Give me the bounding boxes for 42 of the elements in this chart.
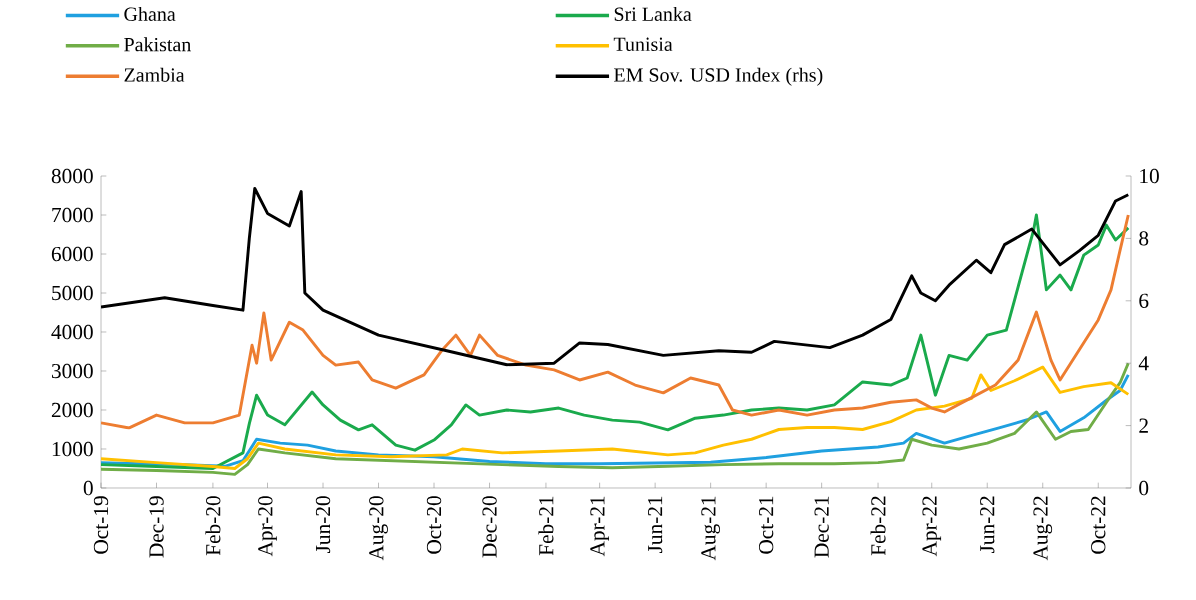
y-tick-label: 4000	[51, 324, 93, 340]
y2-tick-label: 10	[1140, 168, 1159, 184]
y-tick-label: 2000	[51, 402, 93, 418]
x-tick-label: Oct-19	[93, 496, 109, 554]
legend-label: EM Sov. USD Index (rhs)	[614, 67, 823, 86]
x-tick-label: Dec-19	[149, 496, 164, 558]
x-tick-label: Aug-21	[701, 496, 720, 561]
x-tick-label: Aug-20	[369, 496, 388, 561]
y-tick-label: 6000	[51, 246, 93, 262]
x-tick-label: Apr-20	[258, 496, 277, 557]
y-tick-label: 1000	[52, 441, 93, 457]
y2-tick-label: 4	[1138, 356, 1149, 371]
x-tick-label: Apr-22	[922, 496, 942, 557]
line-series	[101, 187, 1130, 367]
y-tick-label: 7000	[52, 207, 93, 223]
legend-label: Sri Lanka	[614, 6, 692, 21]
x-tick-label: Aug-22	[1033, 496, 1053, 561]
y-tick-label: 0	[83, 480, 93, 496]
x-tick-label: Dec-20	[482, 496, 497, 558]
legend-label: Tunisia	[613, 37, 673, 52]
x-tick-label: Jun-20	[315, 496, 331, 554]
y2-tick-label: 0	[1139, 480, 1149, 496]
y2-tick-label: 2	[1139, 418, 1148, 433]
x-tick-label: Apr-21	[590, 496, 609, 557]
y-tick-label: 5000	[52, 285, 93, 301]
legend-label: Pakistan	[124, 37, 192, 52]
x-tick-label: Jun-22	[980, 496, 995, 554]
legend-label: Zambia	[124, 67, 185, 82]
x-tick-label: Oct-22	[1091, 496, 1106, 554]
x-tick-label: Feb-22	[870, 496, 886, 556]
line-series	[101, 213, 1130, 470]
y-tick-label: 8000	[51, 168, 93, 184]
x-tick-label: Jun-21	[647, 496, 663, 554]
x-tick-label: Feb-21	[538, 496, 554, 556]
y2-tick-label: 6	[1139, 293, 1149, 308]
x-tick-label: Oct-20	[426, 496, 442, 554]
y-tick-label: 3000	[51, 363, 93, 379]
x-tick-label: Feb-20	[205, 496, 221, 556]
y2-tick-label: 8	[1139, 231, 1149, 246]
legend-label: Ghana	[124, 6, 176, 21]
x-tick-label: Oct-21	[758, 496, 774, 554]
x-tick-label: Dec-21	[814, 496, 829, 558]
